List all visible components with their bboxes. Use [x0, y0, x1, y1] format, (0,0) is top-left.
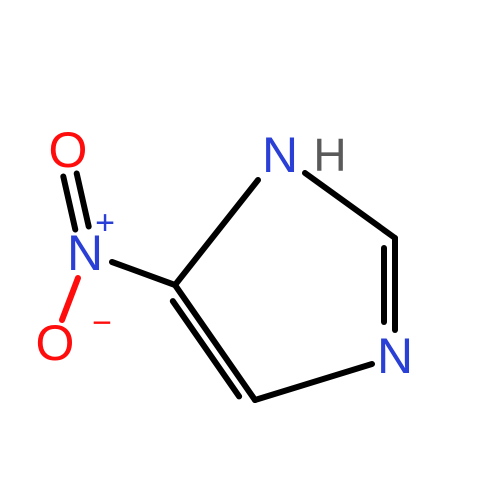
- bond: [77, 173, 89, 226]
- atom-h1: H: [313, 129, 346, 181]
- bond: [305, 173, 395, 238]
- bond: [112, 262, 175, 285]
- bond: [173, 301, 239, 396]
- bond: [62, 278, 78, 320]
- charge-minus: −: [92, 304, 112, 342]
- atom-n3: N: [377, 328, 413, 384]
- charge-plus: +: [95, 204, 115, 242]
- atom-o-double: O: [49, 122, 88, 178]
- bond: [175, 180, 258, 285]
- molecule-diagram: NHNN+OO−: [0, 0, 500, 500]
- bond: [63, 177, 75, 230]
- atom-o-neg: O: [36, 315, 75, 371]
- atom-n1: N: [262, 127, 298, 183]
- bond: [255, 364, 372, 400]
- bond: [175, 285, 255, 400]
